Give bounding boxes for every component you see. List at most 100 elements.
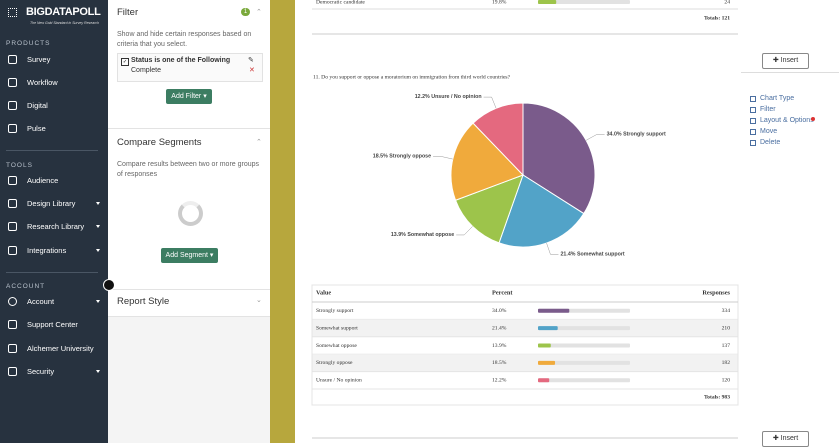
icon [8,176,17,185]
bar [538,343,551,348]
add-segment-button[interactable]: Add Segment ▾ [161,248,218,263]
actions-column [740,0,839,443]
row-responses: 182 [722,360,731,366]
bar [538,360,556,365]
action-link[interactable]: Chart Type [760,95,795,102]
rule-text: Status is one of the Following [131,57,231,64]
panel-title: Report Style [117,296,170,307]
collapse-button[interactable] [103,279,115,291]
bar [538,326,558,331]
action-icon [750,96,756,102]
button-label: Insert [780,435,799,442]
badge: 1 [241,8,250,16]
loading-spinner [178,201,203,226]
report-style-card: Report Style ⌄ [108,290,270,317]
row-label: Strongly oppose [316,360,353,366]
data-label: 21.4% Somewhat support [560,252,624,258]
nav-item[interactable]: Digital [27,101,48,110]
table-total: Totals: 121 [704,15,730,21]
nav-item[interactable]: Support Center [27,320,78,329]
data-label: 13.9% Somewhat oppose [391,232,454,238]
nav-item[interactable]: Survey [27,55,51,64]
icon [8,199,17,208]
section-title: ACCOUNT [6,283,46,290]
icon [8,78,17,87]
nav-item[interactable]: Account [27,297,55,306]
question-text: 11. Do you support or oppose a moratoriu… [313,73,511,80]
edit-icon[interactable]: ✎ [248,57,254,64]
action-link[interactable]: Filter [760,106,776,113]
action-link[interactable]: Delete [760,139,781,146]
action-icon [750,140,756,146]
divider [6,272,98,273]
row-percent: 13.9% [492,343,507,349]
filter-card: Filter 1 ⌃ Show and hide certain respons… [108,0,270,129]
button-label: Insert [780,57,799,64]
nav-item[interactable]: Pulse [27,124,46,133]
row-label: Democratic candidate [316,0,365,5]
logo[interactable]: BIGDATAPOLL [26,6,101,18]
row-background [312,319,738,337]
data-label: 34.0% Strongly support [607,132,666,138]
row-responses: 120 [722,378,731,384]
nav-item[interactable]: Security [27,367,55,376]
action-icon [750,129,756,135]
nav-item[interactable]: Design Library [27,199,76,208]
row-background [312,354,738,372]
add-filter-button[interactable]: Add Filter ▾ [166,89,212,104]
row-responses: 24 [724,0,730,5]
leader-line [483,96,497,109]
icon [8,246,17,255]
icon [8,367,17,376]
row-label: Unsure / No opinion [316,378,362,384]
action-link[interactable]: Move [760,128,778,135]
nav-item[interactable]: Workflow [27,78,58,87]
icon [8,101,17,110]
action-icon [750,107,756,113]
sidebar: BIGDATAPOLL The New Gold Standard in Sur… [0,0,108,443]
delete-icon[interactable]: ✕ [249,67,255,74]
action-link[interactable]: Layout & Options [760,117,814,124]
collapse-icon[interactable]: ⌃ [256,9,262,16]
insert-button[interactable]: ✚ Insert [762,53,809,69]
leader-line [433,156,453,160]
nav-item[interactable]: Alchemer University [27,344,94,353]
divider [741,72,839,73]
apps-icon[interactable] [8,8,17,17]
dropdown-arrow [96,225,100,228]
row-responses: 210 [722,325,731,331]
table-total: Totals: 983 [704,394,730,400]
dropdown-arrow [96,249,100,252]
leader-line [456,226,473,236]
filter-rule: ✓ Status is one of the Following Complet… [117,53,263,82]
icon [8,222,17,231]
pie-slice [454,174,524,244]
dropdown-arrow [96,370,100,373]
notification-dot [811,117,815,121]
row-percent: 19.8% [492,0,507,5]
insert-button[interactable]: ✚ Insert [762,431,809,447]
category-label: Somewhat support [577,252,625,258]
panel-title: Compare Segments [117,137,202,148]
row-percent: 12.2% [492,378,507,384]
side-panel: Filter 1 ⌃ Show and hide certain respons… [108,0,270,443]
panel-title: Filter [117,7,139,18]
row-percent: 21.4% [492,325,507,331]
table-header: Percent [492,289,513,296]
icon [8,124,17,133]
nav-item[interactable]: Audience [27,176,59,185]
nav-item[interactable]: Research Library [27,222,85,231]
expand-icon[interactable]: ⌄ [256,297,262,304]
collapse-icon[interactable]: ⌃ [256,139,262,146]
dropdown-arrow [96,300,100,303]
nav-item[interactable]: Integrations [27,246,67,255]
section-title: TOOLS [6,162,33,169]
rule-value: Complete [131,67,161,74]
checkbox[interactable]: ✓ [121,58,129,66]
icon [8,297,17,306]
button-label: Add Filter [171,93,202,100]
bar-track [538,360,630,365]
margin-strip [270,0,295,443]
dropdown-arrow [96,202,100,205]
